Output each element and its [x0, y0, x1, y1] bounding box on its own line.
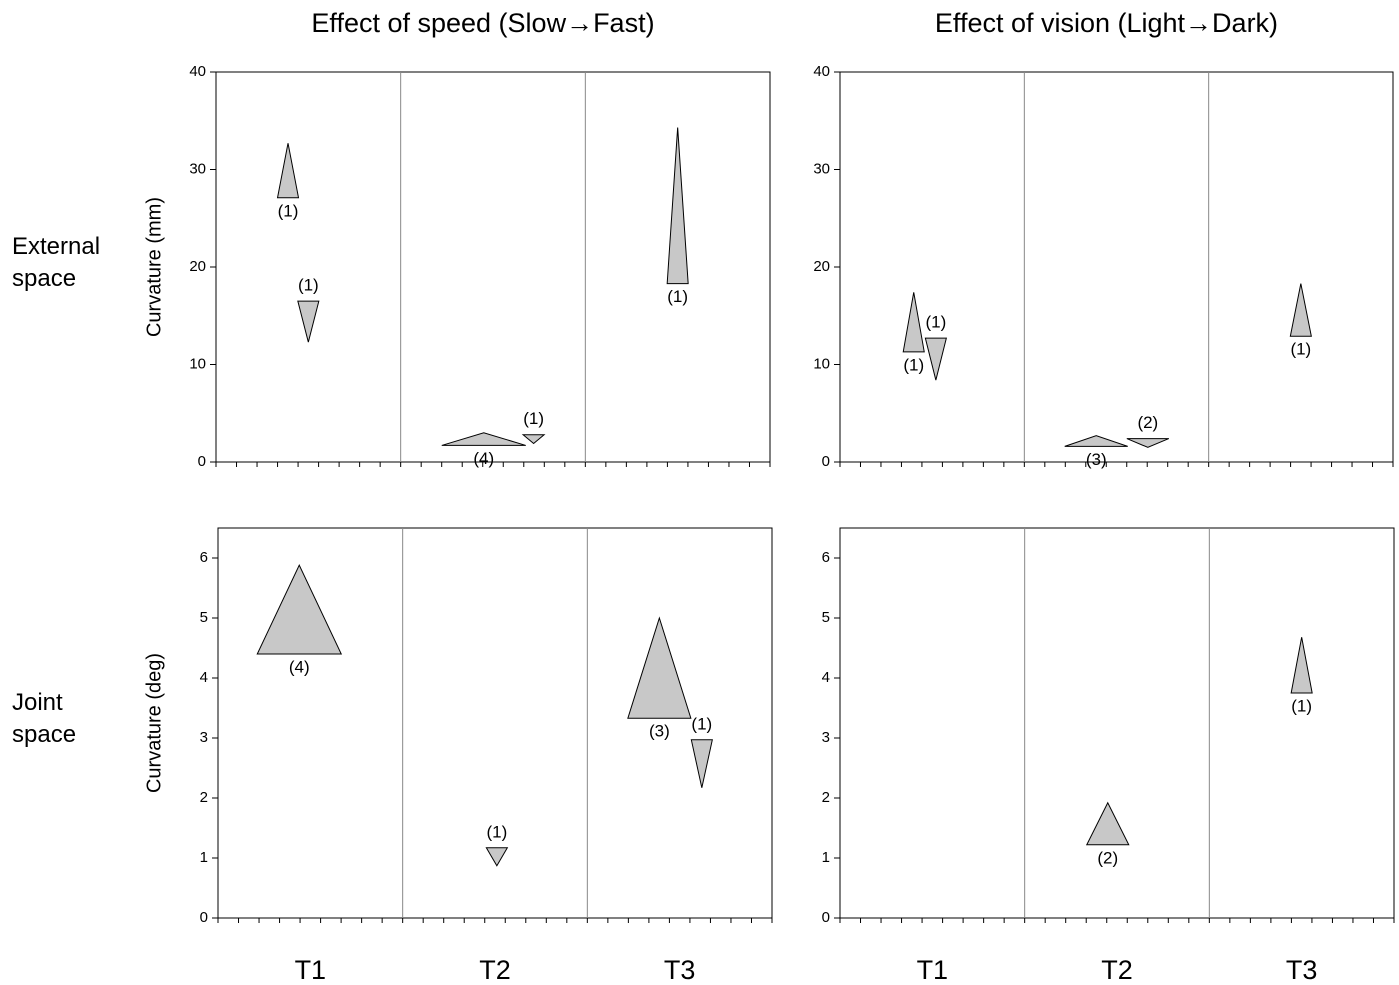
y-tick-label: 2	[822, 789, 830, 806]
y-tick-label: 4	[822, 669, 830, 686]
count-label: (1)	[691, 714, 712, 733]
count-label: (2)	[1097, 848, 1118, 867]
plot-frame	[839, 527, 1395, 919]
y-tick-label: 5	[200, 609, 208, 626]
count-label: (1)	[1291, 696, 1312, 715]
triangle-marker	[297, 300, 320, 343]
y-tick-label: 10	[813, 355, 830, 372]
y-tick-label: 20	[189, 258, 206, 275]
triangle-marker	[666, 127, 689, 285]
count-label: (2)	[1137, 413, 1158, 432]
triangle-marker	[276, 143, 300, 199]
y-tick-label: 40	[813, 63, 830, 80]
y-tick-label: 1	[200, 849, 208, 866]
y-tick-label: 3	[822, 729, 830, 746]
triangle-marker	[485, 847, 509, 867]
triangle-marker	[1126, 438, 1170, 448]
y-tick-label: 0	[200, 909, 208, 926]
plot-frame	[217, 527, 773, 919]
x-category-label: T1	[295, 955, 327, 985]
count-label: (1)	[903, 355, 924, 374]
y-tick-label: 6	[822, 549, 830, 566]
triangle-marker	[256, 564, 343, 655]
triangle-marker	[1064, 435, 1128, 447]
count-label: (3)	[1086, 450, 1107, 469]
y-tick-label: 1	[822, 849, 830, 866]
column-title: Effect of speed (Slow→Fast)	[311, 8, 654, 38]
count-label: (3)	[649, 722, 670, 741]
count-label: (1)	[486, 822, 507, 841]
y-tick-label: 6	[200, 549, 208, 566]
column-title: Effect of vision (Light→Dark)	[935, 8, 1278, 38]
count-label: (1)	[278, 201, 299, 220]
triangle-marker	[690, 739, 713, 788]
triangle-marker	[924, 337, 947, 381]
x-category-label: T2	[479, 955, 511, 985]
count-label: (1)	[298, 276, 319, 295]
triangle-marker	[1085, 801, 1130, 846]
count-label: (1)	[1290, 340, 1311, 359]
triangle-marker	[521, 434, 546, 445]
x-category-label: T1	[917, 955, 949, 985]
y-axis-label: Curvature (mm)	[143, 197, 165, 337]
x-category-label: T2	[1101, 955, 1133, 985]
x-category-label: T3	[664, 955, 696, 985]
y-tick-label: 3	[200, 729, 208, 746]
y-tick-label: 0	[822, 909, 830, 926]
count-label: (1)	[667, 287, 688, 306]
y-tick-label: 5	[822, 609, 830, 626]
count-label: (4)	[473, 449, 494, 468]
triangle-marker	[627, 616, 692, 719]
y-tick-label: 30	[189, 160, 206, 177]
plot-frame	[839, 71, 1394, 463]
triangle-marker	[1289, 283, 1312, 337]
count-label: (1)	[925, 313, 946, 332]
row-label: Joint space	[12, 689, 77, 748]
y-tick-label: 4	[200, 669, 208, 686]
y-axis-label: Curvature (deg)	[143, 653, 165, 793]
y-tick-label: 2	[200, 789, 208, 806]
triangle-marker	[441, 432, 526, 446]
y-tick-label: 20	[813, 258, 830, 275]
y-tick-label: 40	[189, 63, 206, 80]
y-tick-label: 10	[189, 355, 206, 372]
count-label: (4)	[289, 657, 310, 676]
y-tick-label: 30	[813, 160, 830, 177]
row-label: External space	[12, 233, 101, 292]
triangle-marker	[1290, 637, 1313, 694]
y-tick-label: 0	[198, 453, 206, 470]
x-category-label: T3	[1286, 955, 1318, 985]
count-label: (1)	[523, 409, 544, 428]
y-tick-label: 0	[822, 453, 830, 470]
triangle-marker	[902, 292, 925, 353]
